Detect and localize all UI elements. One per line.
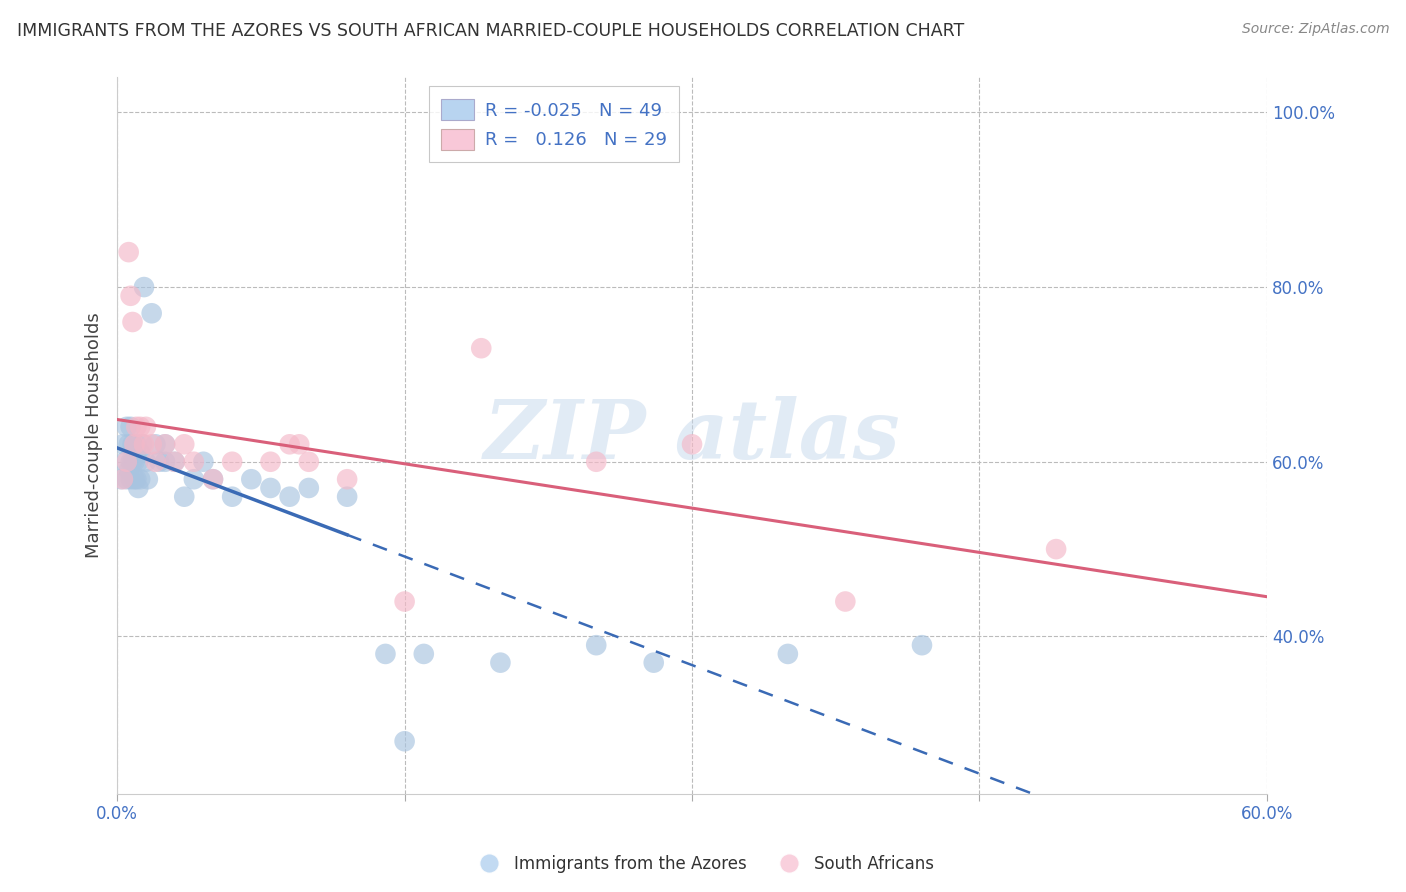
Point (124, 472, 146, 486)
Point (298, 455, 321, 469)
Point (298, 481, 321, 495)
Text: IMMIGRANTS FROM THE AZORES VS SOUTH AFRICAN MARRIED-COUPLE HOUSEHOLDS CORRELATIO: IMMIGRANTS FROM THE AZORES VS SOUTH AFRI… (17, 22, 965, 40)
Point (585, 455, 607, 469)
Point (120, 289, 142, 303)
Legend: Immigrants from the Azores, South Africans: Immigrants from the Azores, South Africa… (465, 848, 941, 880)
Point (127, 481, 149, 495)
Point (288, 437, 311, 451)
Point (145, 455, 167, 469)
Point (259, 455, 281, 469)
Point (120, 420, 142, 434)
Point (127, 455, 149, 469)
Point (173, 437, 195, 451)
Point (153, 437, 176, 451)
Point (585, 638, 607, 652)
Point (153, 437, 176, 451)
Point (201, 472, 224, 486)
Text: Source: ZipAtlas.com: Source: ZipAtlas.com (1241, 22, 1389, 37)
Point (776, 647, 799, 661)
Point (183, 455, 205, 469)
Point (278, 437, 301, 451)
Point (141, 306, 163, 320)
Point (141, 437, 163, 451)
Point (278, 490, 301, 504)
Point (183, 472, 205, 486)
Point (125, 437, 148, 451)
Point (470, 341, 492, 355)
Point (121, 437, 143, 451)
Point (163, 455, 186, 469)
Point (489, 656, 512, 670)
Point (1045, 542, 1067, 557)
Point (240, 472, 263, 486)
Point (114, 455, 136, 469)
Point (911, 638, 934, 652)
Point (118, 463, 141, 477)
Point (124, 455, 146, 469)
Point (111, 437, 134, 451)
Point (336, 490, 359, 504)
Point (374, 647, 396, 661)
Point (115, 420, 138, 434)
Point (120, 472, 142, 486)
Point (394, 734, 416, 748)
Point (121, 315, 143, 329)
Point (193, 455, 215, 469)
Y-axis label: Married-couple Households: Married-couple Households (86, 313, 103, 558)
Point (129, 446, 152, 460)
Point (201, 472, 224, 486)
Point (681, 437, 703, 451)
Point (132, 437, 155, 451)
Text: ZIP atlas: ZIP atlas (484, 395, 900, 475)
Point (136, 472, 159, 486)
Point (118, 245, 141, 260)
Point (394, 594, 416, 608)
Point (145, 437, 167, 451)
Point (115, 472, 138, 486)
Point (111, 472, 134, 486)
Point (125, 472, 148, 486)
Point (148, 455, 170, 469)
Point (412, 647, 434, 661)
Point (643, 656, 665, 670)
Point (129, 472, 152, 486)
Legend: R = -0.025   N = 49, R =   0.126   N = 29: R = -0.025 N = 49, R = 0.126 N = 29 (429, 87, 679, 162)
Point (121, 455, 143, 469)
Point (259, 481, 281, 495)
Point (131, 437, 153, 451)
Point (129, 420, 152, 434)
Point (124, 437, 146, 451)
Point (153, 455, 176, 469)
Point (110, 472, 132, 486)
Point (118, 437, 141, 451)
Point (163, 455, 186, 469)
Point (221, 455, 243, 469)
Point (125, 420, 148, 434)
Point (834, 594, 856, 608)
Point (135, 455, 157, 469)
Point (173, 490, 195, 504)
Point (132, 280, 155, 294)
Point (336, 472, 359, 486)
Point (115, 455, 138, 469)
Point (120, 455, 142, 469)
Point (135, 420, 157, 434)
Point (125, 446, 148, 460)
Point (221, 490, 243, 504)
